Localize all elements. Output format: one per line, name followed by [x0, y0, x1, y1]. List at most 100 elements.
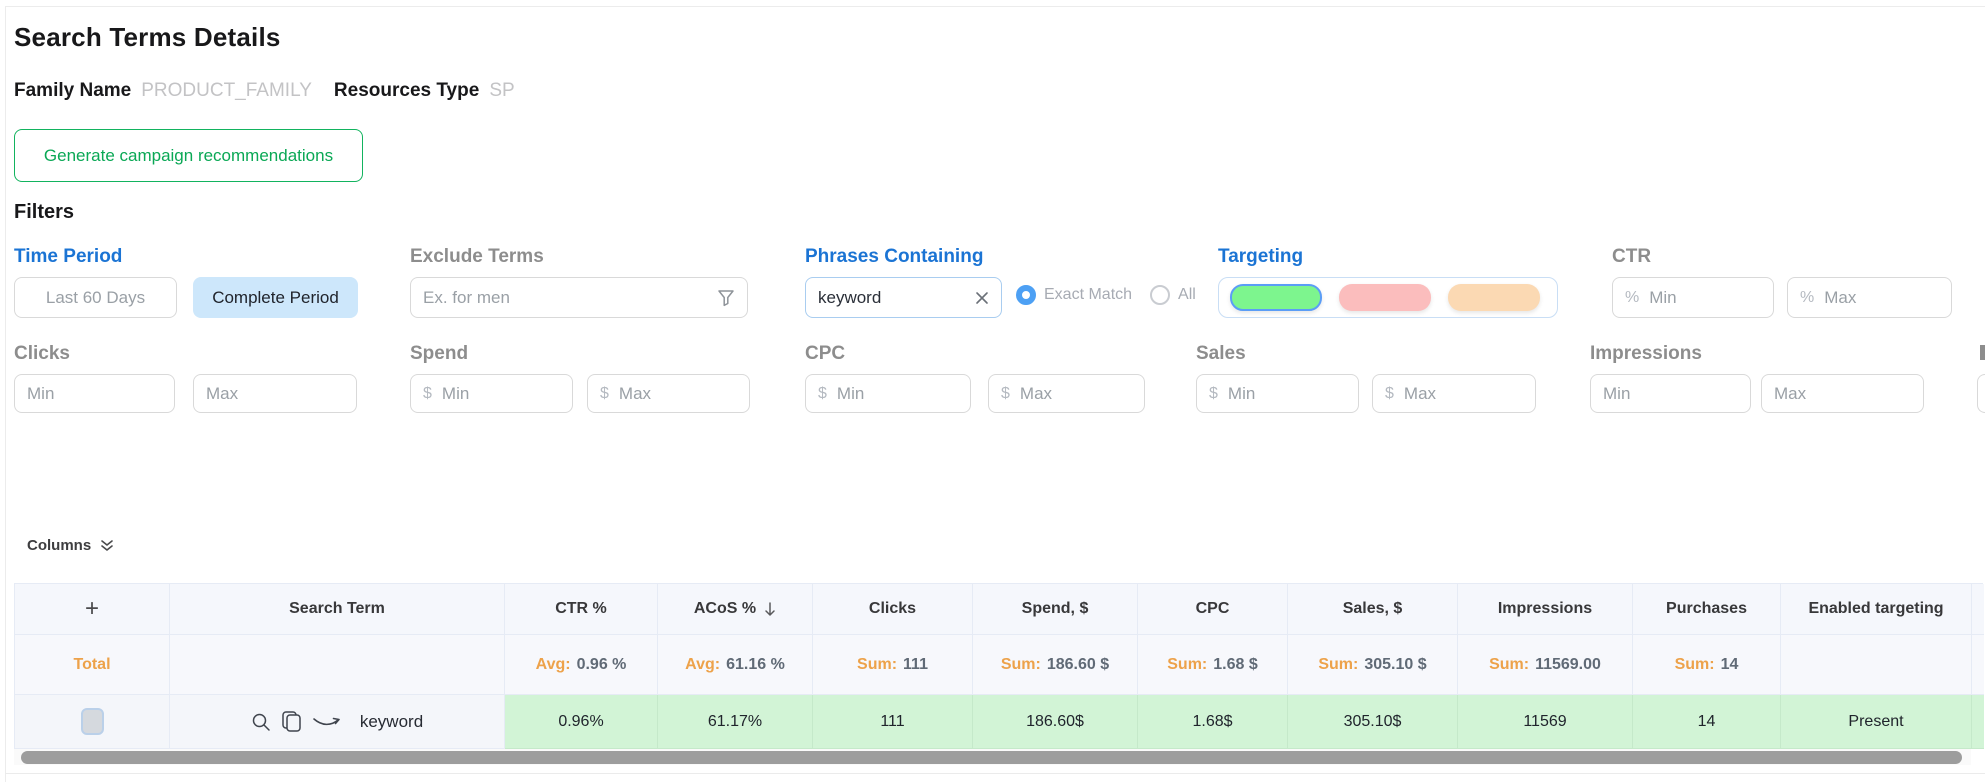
- total-spend-cell: Sum: 186.60 $: [973, 635, 1138, 695]
- row-select-cell: [15, 695, 170, 749]
- impressions-min-input[interactable]: [1603, 383, 1738, 404]
- time-period-last-60-days-button[interactable]: Last 60 Days: [14, 277, 177, 318]
- clicks-label: Clicks: [14, 343, 70, 364]
- spend-label: Spend: [410, 343, 469, 364]
- column-header-enabled-targeting[interactable]: Enabled targeting: [1781, 584, 1972, 635]
- total-spend-value: 186.60 $: [1046, 655, 1110, 673]
- dollar-prefix: $: [1209, 384, 1218, 402]
- exclude-terms-input[interactable]: [423, 287, 707, 308]
- spend-max-inputbox[interactable]: $: [587, 374, 750, 413]
- horizontal-scrollbar-thumb[interactable]: [21, 751, 1962, 764]
- filter-funnel-icon[interactable]: [717, 289, 735, 307]
- cpc-max-inputbox[interactable]: $: [988, 374, 1145, 413]
- targeting-pill-orange[interactable]: [1448, 284, 1540, 311]
- impressions-max-inputbox[interactable]: [1761, 374, 1924, 413]
- row-checkbox[interactable]: [80, 708, 104, 735]
- clear-x-icon[interactable]: [975, 291, 989, 305]
- time-period-complete-period-button[interactable]: Complete Period: [193, 277, 358, 318]
- cutoff-filter-label: [1980, 345, 1985, 360]
- radio-unselected-icon: [1150, 285, 1171, 305]
- match-type-radio-group: Exact Match All: [1016, 285, 1196, 305]
- exclude-terms-inputbox[interactable]: [410, 277, 748, 318]
- row-ctr-cell: 0.96%: [505, 695, 658, 749]
- row-search-term-cell: keyword: [170, 695, 505, 749]
- column-header-spend[interactable]: Spend, $: [973, 584, 1138, 635]
- spend-max-input[interactable]: [618, 383, 737, 404]
- total-search-term-cell: [170, 635, 505, 695]
- resources-type-label: Resources Type: [333, 80, 480, 101]
- cpc-max-input[interactable]: [1019, 383, 1132, 404]
- total-cpc-value: 1.68 $: [1213, 655, 1258, 673]
- column-header-sales[interactable]: Sales, $: [1288, 584, 1458, 635]
- clicks-min-input[interactable]: [27, 383, 162, 404]
- sales-min-inputbox[interactable]: $: [1196, 374, 1359, 413]
- all-radio[interactable]: All: [1150, 285, 1196, 305]
- horizontal-scrollbar-track[interactable]: [14, 749, 1971, 765]
- total-ctr-value: 0.96 %: [576, 655, 627, 673]
- sales-max-inputbox[interactable]: $: [1372, 374, 1536, 413]
- impressions-min-inputbox[interactable]: [1590, 374, 1751, 413]
- avg-prefix: Avg:: [685, 655, 721, 673]
- phrases-containing-input[interactable]: [818, 287, 965, 308]
- sum-prefix: Sum:: [857, 655, 898, 673]
- total-ctr-cell: Avg: 0.96 %: [505, 635, 658, 695]
- column-header-add[interactable]: +: [15, 584, 170, 635]
- sum-prefix: Sum:: [1167, 655, 1208, 673]
- spend-min-input[interactable]: [441, 383, 560, 404]
- panel-bottom-border: [5, 773, 1985, 774]
- total-purchases-cell: Sum: 14: [1633, 635, 1781, 695]
- total-impressions-cell: Sum: 11569.00: [1458, 635, 1633, 695]
- sum-prefix: Sum:: [1318, 655, 1359, 673]
- impressions-max-input[interactable]: [1774, 383, 1911, 404]
- sales-min-input[interactable]: [1227, 383, 1346, 404]
- percent-prefix: %: [1625, 288, 1640, 306]
- phrases-containing-inputbox[interactable]: [805, 277, 1002, 318]
- column-header-clicks[interactable]: Clicks: [813, 584, 973, 635]
- amazon-arrow-icon[interactable]: [312, 715, 342, 729]
- ctr-max-input[interactable]: [1824, 287, 1939, 308]
- sort-desc-icon[interactable]: [764, 601, 776, 617]
- column-header-acos[interactable]: ACoS %: [658, 584, 813, 635]
- cpc-label: CPC: [805, 343, 846, 364]
- column-header-cpc[interactable]: CPC: [1138, 584, 1288, 635]
- columns-button-label: Columns: [27, 537, 92, 554]
- targeting-pill-green-selected[interactable]: [1230, 284, 1322, 311]
- plus-icon: +: [84, 595, 99, 622]
- column-header-ctr[interactable]: CTR %: [505, 584, 658, 635]
- column-header-search-term[interactable]: Search Term: [170, 584, 505, 635]
- total-row-label-cell: Total: [15, 635, 170, 695]
- row-enabled-targeting-cell: Present: [1781, 695, 1972, 749]
- copy-icon[interactable]: [281, 710, 302, 733]
- ctr-max-inputbox[interactable]: %: [1787, 277, 1952, 318]
- total-clicks-value: 111: [903, 655, 928, 673]
- column-header-impressions[interactable]: Impressions: [1458, 584, 1633, 635]
- total-impressions-value: 11569.00: [1535, 655, 1601, 673]
- dollar-prefix: $: [600, 384, 609, 402]
- sum-prefix: Sum:: [1489, 655, 1530, 673]
- search-icon[interactable]: [251, 712, 271, 732]
- total-purchases-value: 14: [1720, 655, 1739, 673]
- clicks-min-inputbox[interactable]: [14, 374, 175, 413]
- exact-match-radio[interactable]: Exact Match: [1016, 285, 1132, 305]
- column-header-purchases[interactable]: Purchases: [1633, 584, 1781, 635]
- cutoff-filter-inputbox[interactable]: [1977, 374, 1985, 413]
- ctr-min-inputbox[interactable]: %: [1612, 277, 1774, 318]
- radio-selected-icon: [1016, 285, 1036, 305]
- spend-min-inputbox[interactable]: $: [410, 374, 573, 413]
- total-cpc-cell: Sum: 1.68 $: [1138, 635, 1288, 695]
- ctr-label: CTR: [1612, 246, 1652, 267]
- columns-button[interactable]: Columns: [27, 537, 114, 554]
- total-enabled-targeting-cell: [1781, 635, 1972, 695]
- clicks-max-inputbox[interactable]: [193, 374, 357, 413]
- clicks-max-input[interactable]: [206, 383, 344, 404]
- ctr-min-input[interactable]: [1649, 287, 1761, 308]
- targeting-pill-red[interactable]: [1339, 284, 1431, 311]
- cpc-min-input[interactable]: [836, 383, 958, 404]
- targeting-label: Targeting: [1218, 246, 1304, 267]
- exact-match-radio-label: Exact Match: [1044, 286, 1133, 303]
- sales-max-input[interactable]: [1403, 383, 1523, 404]
- family-name-value: PRODUCT_FAMILY: [141, 80, 312, 101]
- cpc-min-inputbox[interactable]: $: [805, 374, 971, 413]
- generate-campaign-recommendations-button[interactable]: Generate campaign recommendations: [14, 129, 363, 182]
